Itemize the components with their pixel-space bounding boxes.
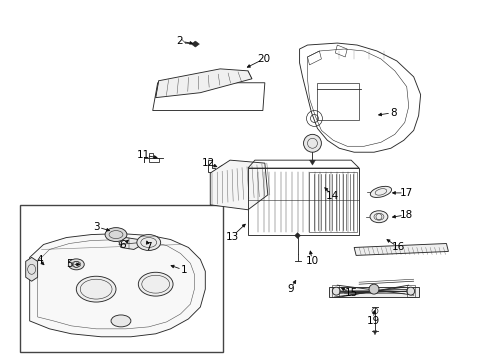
Text: 5: 5: [66, 259, 73, 269]
FancyBboxPatch shape: [20, 205, 223, 352]
Ellipse shape: [111, 315, 131, 327]
Text: 16: 16: [391, 243, 405, 252]
Polygon shape: [119, 238, 141, 249]
Text: 4: 4: [36, 255, 43, 265]
Text: 20: 20: [257, 54, 270, 64]
Text: 18: 18: [399, 210, 412, 220]
Text: 17: 17: [399, 188, 412, 198]
Polygon shape: [309, 160, 315, 165]
Text: 14: 14: [325, 191, 338, 201]
Text: 2: 2: [176, 36, 183, 46]
Ellipse shape: [138, 272, 173, 296]
Ellipse shape: [76, 276, 116, 302]
Ellipse shape: [137, 235, 161, 251]
Circle shape: [368, 284, 378, 294]
Polygon shape: [372, 331, 376, 335]
Text: 9: 9: [287, 284, 293, 294]
Text: 3: 3: [93, 222, 99, 231]
Text: 15: 15: [344, 288, 357, 298]
Polygon shape: [328, 287, 418, 297]
Circle shape: [303, 134, 321, 152]
Polygon shape: [26, 257, 38, 281]
Text: 8: 8: [390, 108, 396, 117]
Polygon shape: [155, 69, 251, 98]
Text: 11: 11: [137, 150, 150, 160]
Polygon shape: [353, 243, 447, 255]
Text: 19: 19: [366, 316, 379, 326]
Circle shape: [406, 287, 414, 295]
Text: 7: 7: [145, 243, 152, 252]
Ellipse shape: [369, 211, 387, 223]
Polygon shape: [294, 233, 300, 239]
Ellipse shape: [369, 186, 391, 198]
Text: 10: 10: [305, 256, 318, 266]
Ellipse shape: [68, 259, 84, 270]
Ellipse shape: [105, 228, 127, 242]
Polygon shape: [30, 234, 205, 337]
Text: 1: 1: [181, 265, 187, 275]
Circle shape: [332, 287, 340, 295]
Polygon shape: [191, 41, 199, 47]
Polygon shape: [210, 160, 267, 210]
Text: 12: 12: [201, 158, 214, 168]
Text: 6: 6: [120, 240, 126, 251]
Text: 13: 13: [225, 231, 238, 242]
Polygon shape: [218, 165, 225, 171]
